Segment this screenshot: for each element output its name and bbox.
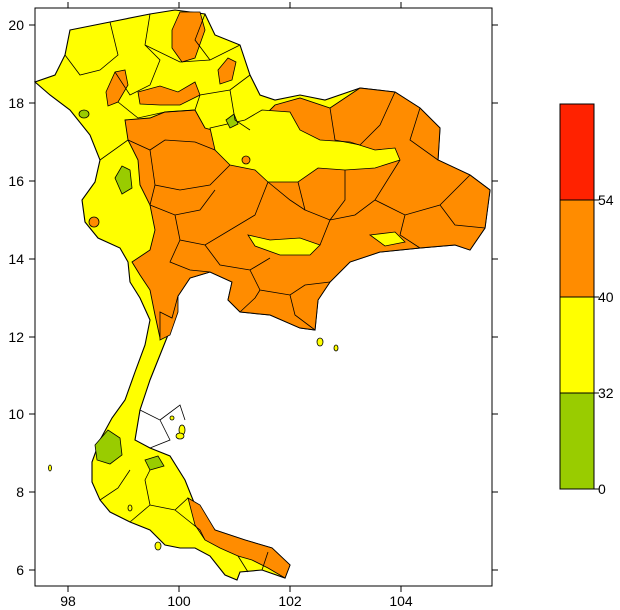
region-green-ranong xyxy=(94,429,123,465)
region-orange-isthmus xyxy=(159,295,179,341)
legend-swatch-orange xyxy=(559,199,595,298)
y-tick-label-18: 18 xyxy=(8,95,24,111)
x-tick-label-104: 104 xyxy=(389,593,413,609)
y-tick-label-8: 8 xyxy=(16,484,24,500)
region-green-south-small xyxy=(144,455,165,471)
legend-label-54: 54 xyxy=(598,192,614,208)
region-yellow-band-central xyxy=(247,234,321,256)
y-tick-label-10: 10 xyxy=(8,406,24,422)
region-green-west xyxy=(114,165,133,195)
region-orange-south xyxy=(187,497,291,579)
x-tick-label-102: 102 xyxy=(278,593,302,609)
y-tick-label-12: 12 xyxy=(8,329,24,345)
legend-swatch-yellow xyxy=(559,296,595,394)
region-orange-north-peak xyxy=(171,11,206,63)
region-orange-dot-west xyxy=(88,216,100,228)
legend-swatch-green xyxy=(559,392,595,490)
region-orange-north-small xyxy=(217,57,237,85)
x-tick-label-98: 98 xyxy=(60,593,76,609)
region-green-northwest-spot xyxy=(78,109,90,119)
region-orange-dot-north xyxy=(241,155,251,165)
region-green-north-spot xyxy=(225,113,239,129)
region-yellow-patch-east xyxy=(368,231,406,247)
y-tick-label-20: 20 xyxy=(8,17,24,33)
legend-colorbar xyxy=(559,103,599,490)
legend-label-32: 32 xyxy=(598,385,614,401)
x-tick-label-100: 100 xyxy=(167,593,191,609)
axis-ticks xyxy=(29,2,498,592)
y-tick-label-16: 16 xyxy=(8,173,24,189)
legend-label-40: 40 xyxy=(598,289,614,305)
legend-swatch-red xyxy=(559,103,595,201)
islands xyxy=(48,337,339,551)
map-region-group xyxy=(33,9,491,581)
y-tick-label-14: 14 xyxy=(8,251,24,267)
y-tick-label-6: 6 xyxy=(16,562,24,578)
province-boundaries xyxy=(64,13,486,573)
legend-label-0: 0 xyxy=(598,481,606,497)
